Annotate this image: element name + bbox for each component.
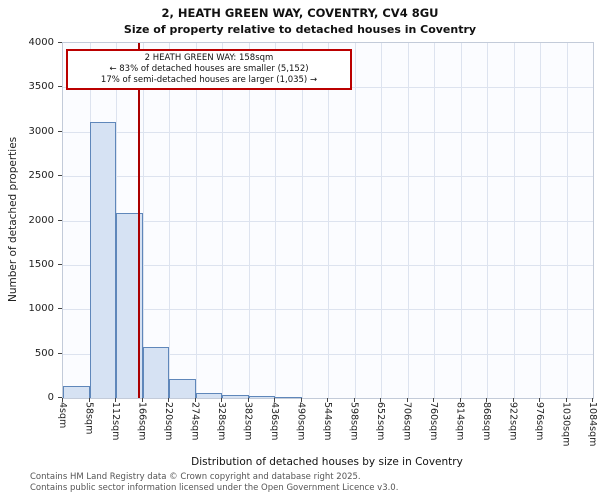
y-tick-mark [58, 175, 62, 177]
y-tick-label: 0 [47, 392, 54, 403]
x-tick-mark [539, 398, 540, 402]
x-tick-label: 976sqm [534, 402, 545, 441]
x-tick-mark [141, 398, 143, 402]
gridline-vertical [354, 43, 356, 398]
y-tick-label: 2000 [28, 214, 54, 226]
y-tick-label: 3500 [28, 81, 54, 93]
y-tick-mark [58, 308, 62, 310]
gridline-vertical [169, 43, 170, 398]
x-tick-label: 1084sqm [587, 402, 598, 447]
histogram-bar [142, 347, 169, 398]
x-tick-mark [194, 398, 196, 402]
x-tick-label: 274sqm [189, 402, 201, 441]
y-tick-mark [58, 263, 62, 265]
x-tick-mark [88, 398, 90, 402]
gridline-vertical [142, 43, 144, 398]
x-tick-label: 58sqm [83, 402, 95, 435]
x-tick-label: 1030sqm [560, 402, 572, 447]
y-tick-label: 500 [34, 347, 54, 359]
y-tick-label: 2500 [28, 170, 54, 182]
x-tick-mark [168, 398, 169, 402]
x-tick-label: 598sqm [348, 402, 360, 441]
footer-attribution-line1: Contains HM Land Registry data © Crown c… [30, 472, 361, 482]
x-tick-mark [565, 398, 567, 402]
gridline-vertical [195, 43, 197, 398]
footer-attribution-line2: Contains public sector information licen… [30, 483, 399, 493]
x-tick-mark [353, 398, 355, 402]
histogram-bar [248, 396, 275, 398]
gridline-vertical [513, 43, 515, 398]
gridline-vertical [275, 43, 276, 398]
x-tick-mark [221, 398, 222, 402]
gridline-vertical [487, 43, 488, 398]
annotation-line1: 2 HEATH GREEN WAY: 158sqm [144, 53, 274, 63]
gridline-vertical [222, 43, 223, 398]
x-tick-label: 382sqm [242, 402, 254, 441]
annotation-line2: ← 83% of detached houses are smaller (5,… [109, 64, 309, 74]
y-tick-label: 1500 [28, 258, 54, 270]
x-tick-label: 544sqm [322, 402, 333, 441]
gridline-vertical [540, 43, 541, 398]
histogram-bar [195, 392, 222, 398]
gridline-vertical [301, 43, 303, 398]
x-tick-label: 112sqm [110, 402, 121, 441]
x-tick-mark [62, 398, 63, 402]
x-tick-label: 760sqm [428, 402, 439, 441]
histogram-bar [63, 385, 90, 398]
y-tick-label: 3000 [28, 125, 54, 137]
x-tick-label: 220sqm [163, 402, 174, 441]
gridline-vertical [381, 43, 382, 398]
x-tick-mark [433, 398, 434, 402]
x-tick-mark [247, 398, 249, 402]
x-tick-label: 706sqm [401, 402, 413, 441]
x-tick-label: 4sqm [57, 402, 68, 429]
x-tick-label: 436sqm [269, 402, 280, 441]
x-tick-mark [486, 398, 487, 402]
annotation-box: 2 HEATH GREEN WAY: 158sqm ← 83% of detac… [66, 49, 352, 90]
x-tick-mark [406, 398, 408, 402]
x-tick-mark [592, 398, 593, 402]
y-tick-mark [58, 219, 62, 221]
x-tick-mark [327, 398, 328, 402]
x-tick-mark [115, 398, 116, 402]
y-tick-mark [58, 86, 62, 88]
gridline-vertical [566, 43, 568, 398]
y-tick-label: 1000 [28, 303, 54, 315]
chart-title-line2: Size of property relative to detached ho… [123, 23, 477, 36]
chart-title-line1: 2, HEATH GREEN WAY, COVENTRY, CV4 8GU [161, 6, 439, 20]
property-marker-line [137, 43, 140, 398]
x-tick-mark [380, 398, 381, 402]
x-tick-mark [512, 398, 514, 402]
gridline-vertical [460, 43, 462, 398]
histogram-bar [89, 122, 116, 398]
gridline-vertical [434, 43, 435, 398]
x-axis-label: Distribution of detached houses by size … [191, 456, 463, 468]
x-tick-mark [274, 398, 275, 402]
annotation-line3: 17% of semi-detached houses are larger (… [100, 75, 318, 85]
x-tick-label: 490sqm [295, 402, 307, 441]
y-tick-label: 4000 [28, 37, 54, 48]
x-tick-mark [300, 398, 302, 402]
x-tick-label: 166sqm [136, 402, 148, 441]
gridline-vertical [248, 43, 250, 398]
gridline-vertical [328, 43, 329, 398]
y-tick-mark [58, 42, 62, 43]
x-tick-label: 814sqm [454, 402, 466, 441]
x-tick-label: 868sqm [481, 402, 492, 441]
y-tick-mark [58, 352, 62, 354]
histogram-bar [275, 397, 302, 398]
x-tick-label: 652sqm [375, 402, 386, 441]
x-tick-label: 922sqm [507, 402, 519, 441]
x-tick-label: 328sqm [216, 402, 227, 441]
histogram-bar [222, 395, 249, 398]
plot-area [62, 42, 594, 399]
gridline-vertical [407, 43, 409, 398]
y-tick-mark [58, 397, 62, 398]
x-tick-mark [459, 398, 461, 402]
y-tick-mark [58, 130, 62, 132]
histogram-bar [169, 379, 196, 398]
